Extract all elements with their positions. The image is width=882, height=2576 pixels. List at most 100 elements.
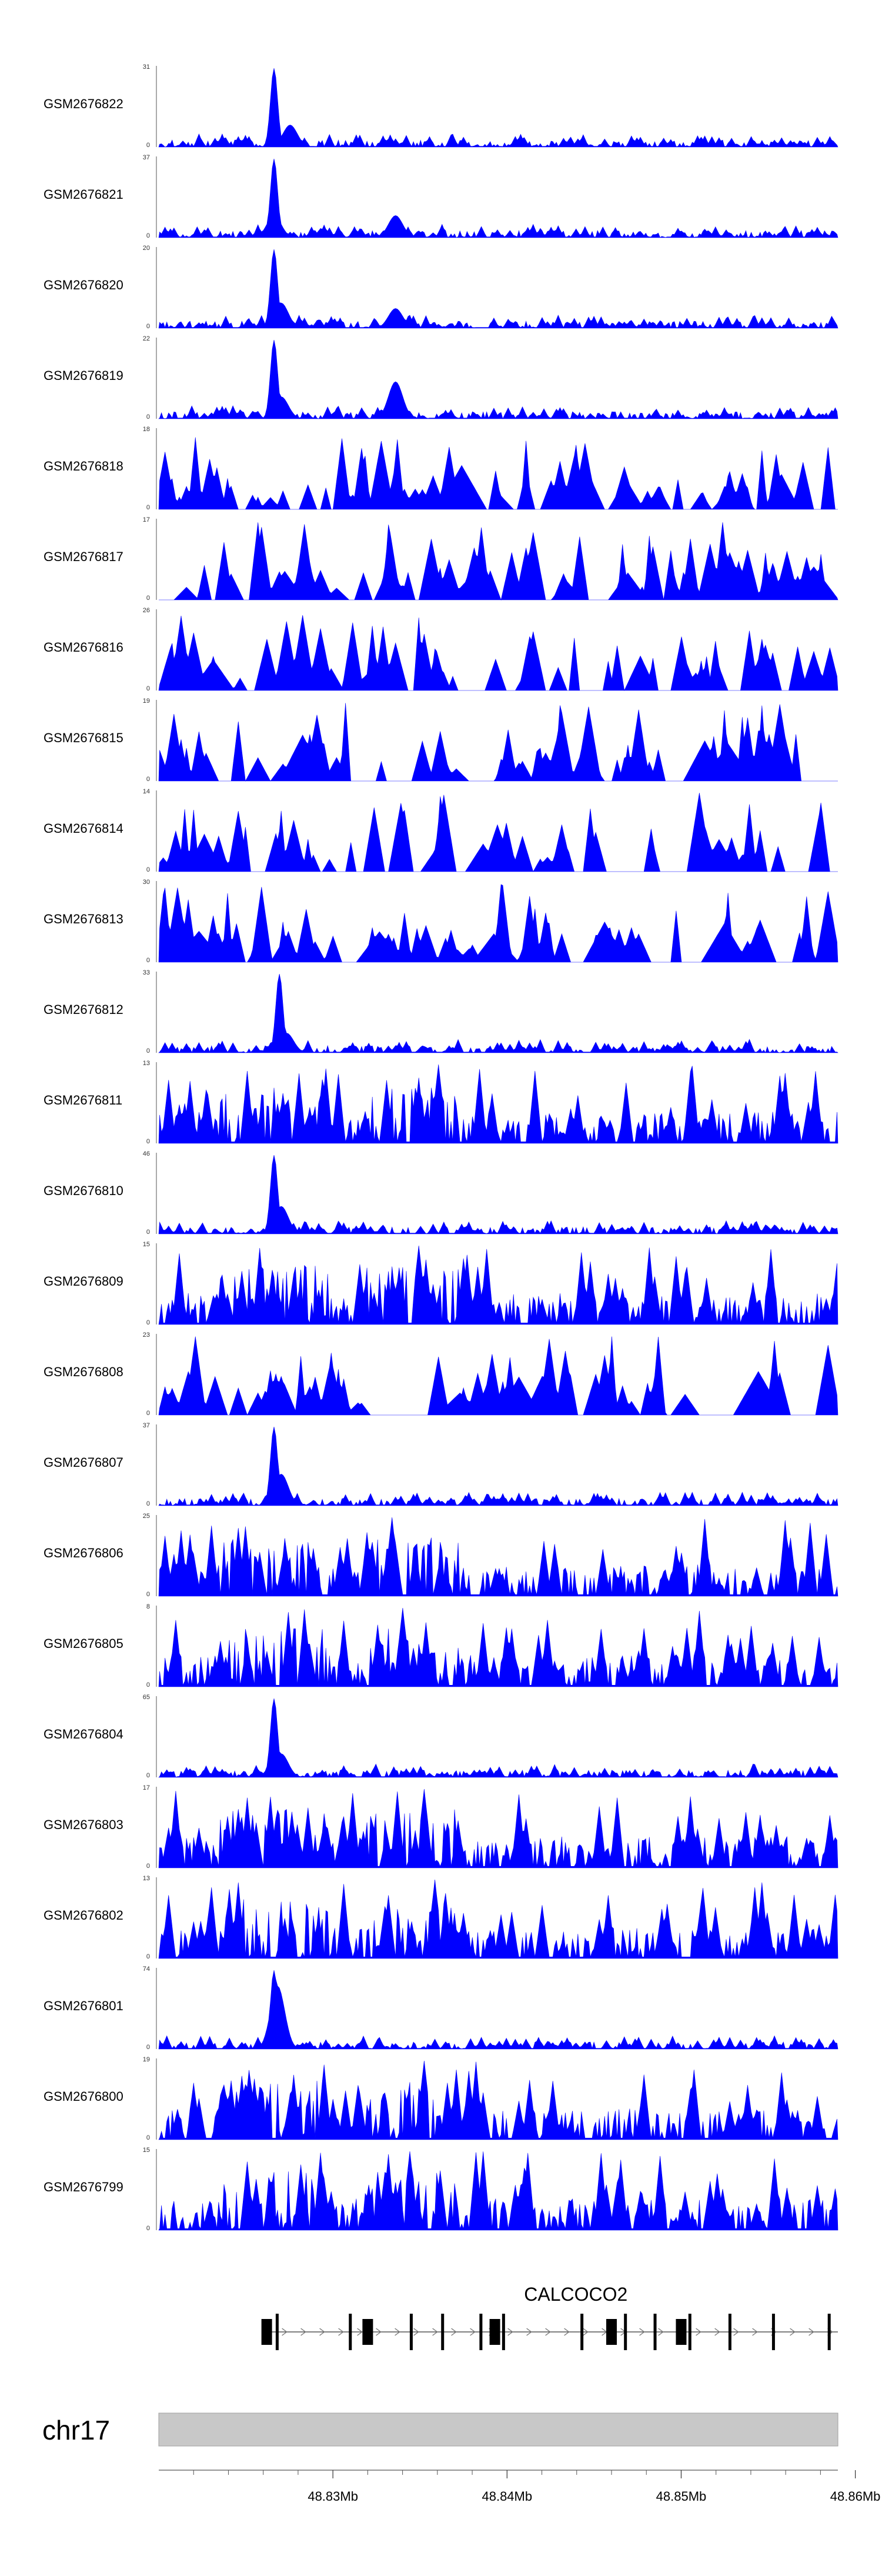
track-signal-area — [158, 339, 838, 419]
track-GSM2676815: GSM2676815 19 0 — [44, 698, 838, 783]
track-label: GSM2676801 — [44, 1998, 123, 2013]
strand-chevron — [451, 2328, 457, 2336]
track-ymax-label: 8 — [146, 1603, 150, 1610]
track-label: GSM2676810 — [44, 1183, 123, 1198]
strand-chevron — [790, 2328, 796, 2336]
track-ymin-label: 0 — [146, 1863, 150, 1870]
track-label: GSM2676812 — [44, 1002, 123, 1017]
track-GSM2676820: GSM2676820 20 0 — [44, 245, 838, 330]
track-ymax-label: 19 — [143, 698, 150, 705]
strand-chevron — [507, 2328, 513, 2336]
strand-chevron — [470, 2328, 476, 2336]
track-ymax-label: 19 — [143, 2056, 150, 2063]
strand-chevron — [432, 2328, 438, 2336]
track-label: GSM2676803 — [44, 1817, 123, 1832]
gene-exon — [362, 2319, 373, 2345]
track-GSM2676809: GSM2676809 15 0 — [44, 1241, 838, 1326]
strand-chevron — [319, 2328, 325, 2336]
track-signal-area — [158, 158, 838, 238]
gene-exon — [479, 2314, 483, 2350]
track-GSM2676806: GSM2676806 25 0 — [44, 1513, 838, 1598]
track-ymax-label: 13 — [143, 1875, 150, 1882]
strand-chevron — [696, 2328, 701, 2336]
track-label: GSM2676822 — [44, 96, 123, 111]
strand-chevron — [564, 2328, 570, 2336]
track-ymin-label: 0 — [146, 957, 150, 964]
track-GSM2676822: GSM2676822 31 0 — [44, 64, 838, 149]
track-label: GSM2676815 — [44, 730, 123, 745]
axis-tick-label: 48.86Mb — [830, 2489, 881, 2504]
track-ymax-label: 31 — [143, 64, 150, 71]
track-ymin-label: 0 — [146, 1138, 150, 1145]
gene-exon — [624, 2314, 627, 2350]
track-label: GSM2676813 — [44, 912, 123, 926]
track-ymin-label: 0 — [146, 685, 150, 692]
track-signal-area — [158, 1607, 838, 1687]
track-signal-area — [158, 615, 838, 692]
coverage-tracks: GSM2676822310GSM2676821370GSM2676820200G… — [44, 64, 838, 2232]
track-signal-area — [158, 1517, 838, 1597]
track-ymax-label: 37 — [143, 1422, 150, 1429]
track-signal-area — [158, 703, 838, 782]
axis-tick-label: 48.85Mb — [656, 2489, 707, 2504]
track-label: GSM2676819 — [44, 368, 123, 383]
track-ymax-label: 37 — [143, 154, 150, 161]
track-ymin-label: 0 — [146, 1410, 150, 1417]
axis-tick-label: 48.84Mb — [482, 2489, 532, 2504]
track-signal-area — [158, 68, 838, 148]
strand-chevron — [733, 2328, 739, 2336]
track-label: GSM2676804 — [44, 1727, 123, 1741]
strand-chevron — [583, 2328, 589, 2336]
track-signal-area — [158, 884, 838, 963]
track-ymax-label: 13 — [143, 1060, 150, 1067]
track-ymin-label: 0 — [146, 323, 150, 330]
track-label: GSM2676818 — [44, 459, 123, 473]
track-ymax-label: 14 — [143, 788, 150, 795]
strand-chevron — [526, 2328, 532, 2336]
track-GSM2676816: GSM2676816 26 0 — [44, 607, 838, 692]
track-ymin-label: 0 — [146, 1591, 150, 1598]
strand-chevron — [300, 2328, 306, 2336]
track-signal-area — [158, 2151, 838, 2231]
track-ymax-label: 15 — [143, 2147, 150, 2154]
axis-tick-label: 48.83Mb — [308, 2489, 358, 2504]
strand-chevron — [395, 2328, 400, 2336]
track-label: GSM2676817 — [44, 549, 123, 564]
track-ymax-label: 20 — [143, 245, 150, 252]
track-ymin-label: 0 — [146, 413, 150, 421]
track-label: GSM2676816 — [44, 640, 123, 655]
gene-exon — [409, 2314, 413, 2350]
track-label: GSM2676808 — [44, 1364, 123, 1379]
track-signal-area — [158, 1788, 838, 1868]
strand-chevron — [808, 2328, 814, 2336]
track-GSM2676807: GSM2676807 37 0 — [44, 1422, 838, 1507]
track-GSM2676810: GSM2676810 46 0 — [44, 1150, 838, 1236]
track-ymin-label: 0 — [146, 2044, 150, 2051]
strand-chevron — [658, 2328, 664, 2336]
track-label: GSM2676821 — [44, 187, 123, 202]
gene-track: CALCOCO2 — [261, 2284, 838, 2350]
track-label: GSM2676807 — [44, 1455, 123, 1470]
track-GSM2676811: GSM2676811 13 0 — [44, 1060, 838, 1145]
track-signal-area — [158, 1064, 838, 1144]
strand-chevron — [376, 2328, 382, 2336]
track-ymin-label: 0 — [146, 776, 150, 783]
gene-exon — [275, 2314, 279, 2350]
track-GSM2676805: GSM2676805 8 0 — [44, 1603, 838, 1689]
gene-exon — [606, 2319, 617, 2345]
track-ymin-label: 0 — [146, 1319, 150, 1326]
track-ymax-label: 65 — [143, 1694, 150, 1701]
genome-axis: chr17 48.83Mb 48.84Mb 48.85Mb 48.86Mb — [42, 2413, 880, 2504]
strand-chevron — [338, 2328, 344, 2336]
track-ymin-label: 0 — [146, 2134, 150, 2141]
track-label: GSM2676820 — [44, 278, 123, 292]
track-GSM2676800: GSM2676800 19 0 — [44, 2056, 838, 2141]
chromosome-bar — [158, 2413, 838, 2447]
gene-exon — [261, 2319, 272, 2345]
gene-exon — [827, 2314, 831, 2350]
track-ymin-label: 0 — [146, 1681, 150, 1689]
track-GSM2676821: GSM2676821 37 0 — [44, 154, 838, 239]
strand-chevron — [357, 2328, 363, 2336]
track-ymax-label: 30 — [143, 879, 150, 886]
